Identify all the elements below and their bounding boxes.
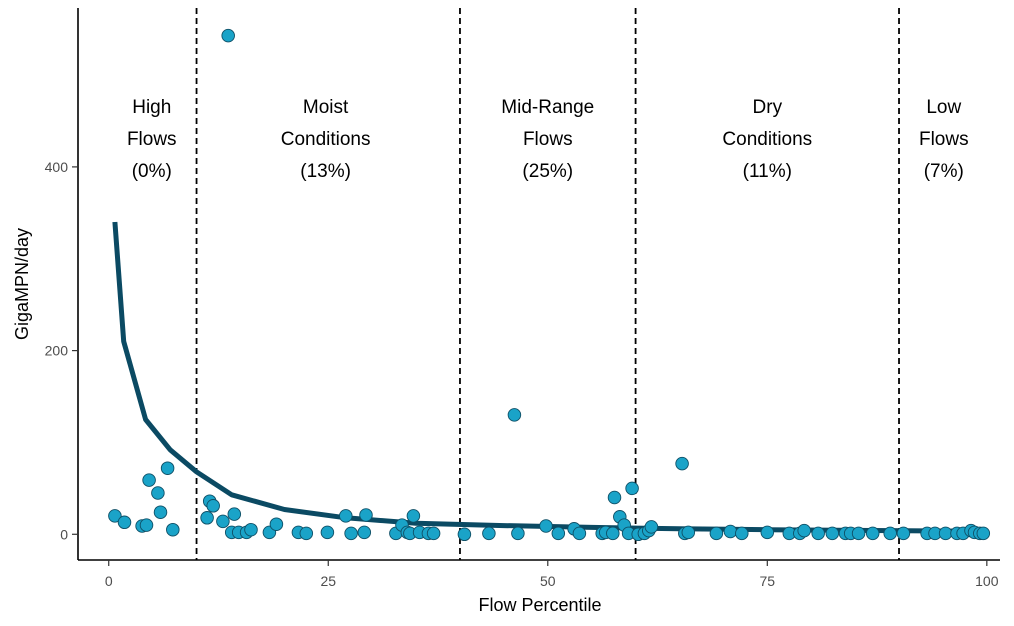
x-tick-label: 0 [105, 573, 113, 589]
data-point [200, 511, 214, 525]
data-point [160, 461, 175, 475]
observed-points [108, 28, 991, 542]
data-point [357, 525, 372, 540]
data-point [606, 526, 620, 541]
zone-labels: High Flows (0%) Moist Conditions (13%) Mid-Ran… [127, 97, 969, 182]
zone-label-line: Moist [303, 97, 349, 118]
data-point [142, 473, 156, 487]
data-point [811, 526, 825, 541]
data-point [723, 524, 738, 539]
data-point [151, 486, 165, 500]
data-point [359, 508, 373, 522]
data-point [227, 507, 242, 521]
y-tick-label: 400 [45, 159, 69, 175]
zone-label-line: (25%) [522, 161, 573, 182]
y-tick-label: 0 [60, 526, 68, 542]
data-point [644, 520, 659, 534]
data-point [244, 522, 258, 537]
data-point [551, 526, 566, 541]
zone-label-line: Conditions [722, 129, 812, 150]
zone-label-line: Flows [523, 129, 573, 150]
data-point [108, 509, 122, 523]
zone-dividers [195, 8, 900, 560]
x-tick-label: 25 [320, 573, 336, 589]
data-point [865, 526, 880, 541]
data-point [976, 526, 991, 541]
data-point [851, 526, 866, 541]
zone-label-line: (13%) [300, 161, 351, 182]
data-point [709, 526, 724, 541]
data-point [938, 526, 953, 541]
zone-label-line: (7%) [924, 161, 964, 182]
data-point [299, 526, 314, 541]
y-axis-title: GigaMPN/day [12, 228, 32, 340]
data-point [269, 517, 284, 531]
data-point [139, 518, 154, 532]
data-point [320, 525, 335, 540]
data-point [760, 525, 775, 540]
x-tick-label: 50 [540, 573, 556, 589]
data-point [457, 527, 472, 542]
zone-label-line: (11%) [743, 161, 792, 182]
data-point [117, 515, 132, 530]
data-point [883, 526, 897, 541]
data-point [339, 509, 353, 523]
zone-label-line: Dry [753, 97, 783, 118]
data-point [511, 526, 525, 541]
zone-label-line: Low [926, 97, 961, 118]
data-point [735, 526, 749, 541]
data-point [681, 525, 696, 540]
data-point [482, 526, 496, 541]
data-point [572, 526, 587, 541]
data-point [216, 514, 230, 529]
y-ticks: 0 200 400 [45, 159, 78, 542]
data-point [221, 28, 235, 43]
data-point [426, 526, 441, 541]
data-point [797, 523, 811, 538]
data-point [153, 505, 168, 519]
data-point [206, 499, 220, 513]
zone-label-line: Conditions [281, 129, 371, 150]
axes: 0 25 50 75 100 0 200 400 [45, 8, 1000, 589]
data-point [825, 526, 840, 541]
zone-label-line: Mid-Range [501, 97, 594, 118]
data-point [166, 522, 180, 537]
data-point [406, 509, 421, 523]
x-tick-label: 75 [760, 573, 776, 589]
x-tick-label: 100 [975, 573, 999, 589]
data-point [625, 481, 639, 496]
load-duration-curve [112, 221, 987, 534]
data-point [539, 519, 553, 533]
y-tick-label: 200 [45, 343, 69, 359]
x-ticks: 0 25 50 75 100 [105, 560, 999, 589]
data-point [675, 456, 689, 471]
x-axis-title: Flow Percentile [478, 595, 601, 615]
data-point [344, 526, 358, 541]
data-point [507, 408, 522, 422]
data-point [896, 526, 911, 541]
zone-label-line: Flows [127, 129, 177, 150]
data-point [607, 490, 622, 505]
zone-label-line: (0%) [132, 161, 172, 182]
zone-label-line: Flows [919, 129, 969, 150]
zone-label-line: High [132, 97, 171, 118]
